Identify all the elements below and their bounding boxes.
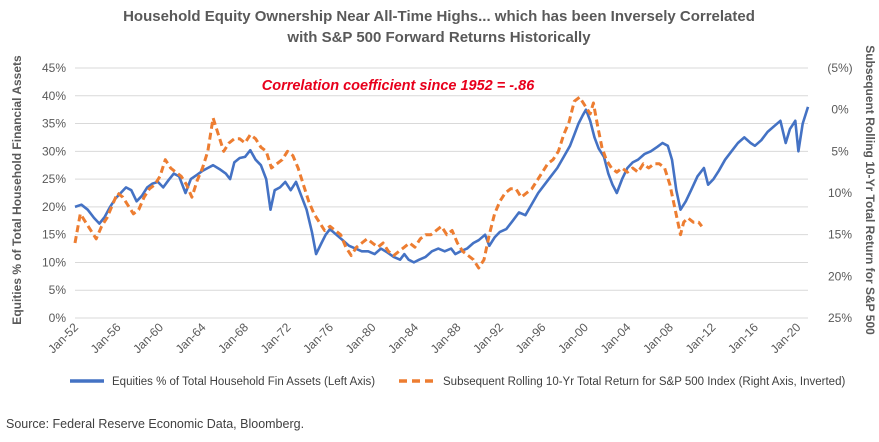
left-tick-label: 5% [49, 283, 67, 297]
right-tick-label: 10% [828, 186, 852, 200]
series-lines [73, 95, 810, 270]
x-tick-label: Jan-60 [130, 320, 166, 356]
x-tick-label: Jan-76 [300, 320, 336, 356]
right-tick-label: 15% [828, 228, 852, 242]
left-tick-label: 20% [42, 200, 66, 214]
right-tick-label: 5% [831, 144, 849, 158]
x-tick-label: Jan-12 [683, 320, 719, 356]
right-tick-label: 0% [831, 103, 849, 117]
series-line-equities [74, 106, 810, 264]
correlation-annotation: Correlation coefficient since 1952 = -.8… [262, 78, 535, 94]
right-axis-label: Subsequent Rolling 10-Yr Total Return fo… [863, 45, 877, 335]
right-tick-label: 25% [828, 311, 852, 325]
x-tick-label: Jan-08 [640, 320, 676, 356]
x-tick-label: Jan-88 [428, 320, 464, 356]
left-tick-label: 15% [42, 228, 66, 242]
left-tick-label: 0% [49, 311, 67, 325]
legend-label-equities: Equities % of Total Household Fin Assets… [112, 376, 375, 388]
x-tick-label: Jan-84 [385, 320, 421, 356]
right-tick-label: (5%) [827, 61, 852, 75]
x-tick-label: Jan-64 [173, 320, 209, 356]
x-tick-label: Jan-00 [555, 320, 591, 356]
x-tick-label: Jan-72 [258, 320, 294, 356]
source-note: Source: Federal Reserve Economic Data, B… [6, 417, 304, 431]
left-tick-label: 10% [42, 255, 66, 269]
left-tick-label: 35% [42, 117, 66, 131]
legend: Equities % of Total Household Fin Assets… [70, 376, 845, 388]
x-tick-label: Jan-68 [215, 320, 251, 356]
x-tick-label: Jan-52 [45, 320, 81, 356]
left-tick-label: 40% [42, 89, 66, 103]
x-tick-label: Jan-80 [343, 320, 379, 356]
left-tick-label: 45% [42, 61, 66, 75]
right-tick-label: 20% [828, 269, 852, 283]
legend-label-returns: Subsequent Rolling 10-Yr Total Return fo… [443, 376, 845, 388]
x-tick-label: Jan-92 [470, 320, 506, 356]
left-tick-label: 25% [42, 172, 66, 186]
series-line-returns [73, 95, 703, 270]
x-tick-label: Jan-16 [725, 320, 761, 356]
x-tick-label: Jan-04 [598, 320, 634, 356]
left-axis-tick-labels: 0% 5% 10% 15% 20% 25% 30% 35% 40% 45% [42, 61, 66, 325]
right-axis-tick-labels: (5%) 0% 5% 10% 15% 20% 25% [827, 61, 852, 325]
left-tick-label: 30% [42, 144, 66, 158]
chart-title-line-2: with S&P 500 Forward Returns Historicall… [286, 29, 591, 46]
x-axis-tick-labels: Jan-52 Jan-56 Jan-60 Jan-64 Jan-68 Jan-72 Jan-… [45, 320, 803, 356]
x-tick-label: Jan-20 [768, 320, 804, 356]
x-tick-label: Jan-96 [513, 320, 549, 356]
chart-title-line-1: Household Equity Ownership Near All-Time… [123, 8, 755, 25]
x-tick-label: Jan-56 [88, 320, 124, 356]
left-axis-label: Equities % of Total Household Financial … [10, 55, 24, 325]
